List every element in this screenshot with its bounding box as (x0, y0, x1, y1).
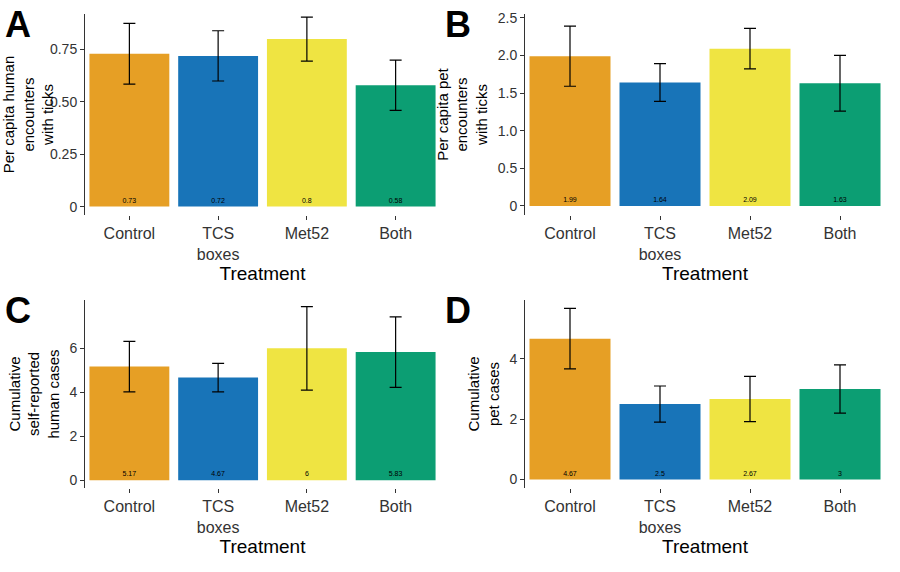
svg-text:4.67: 4.67 (563, 470, 577, 477)
svg-text:Met52: Met52 (728, 225, 773, 242)
svg-text:0: 0 (69, 472, 77, 488)
svg-text:Both: Both (824, 225, 857, 242)
svg-text:3: 3 (838, 470, 842, 477)
svg-text:2.0: 2.0 (498, 47, 518, 63)
svg-text:6: 6 (69, 340, 77, 356)
svg-text:0: 0 (509, 198, 517, 214)
svg-text:0.73: 0.73 (123, 197, 137, 204)
svg-text:C: C (5, 290, 31, 331)
svg-text:Both: Both (379, 225, 412, 242)
svg-text:6: 6 (305, 470, 309, 477)
svg-text:0.25: 0.25 (50, 146, 77, 162)
svg-text:Control: Control (104, 498, 156, 515)
svg-text:Control: Control (544, 225, 596, 242)
svg-text:2.5: 2.5 (498, 10, 518, 26)
svg-text:5.17: 5.17 (123, 470, 137, 477)
svg-text:2.09: 2.09 (743, 196, 757, 203)
svg-text:Treatment: Treatment (662, 536, 749, 557)
svg-text:Cumulativeself-reportedhuman c: Cumulativeself-reportedhuman cases (6, 349, 62, 438)
svg-text:Cumulativepet cases: Cumulativepet cases (465, 356, 502, 431)
svg-text:TCSboxes: TCSboxes (197, 225, 240, 263)
svg-text:0: 0 (69, 199, 77, 215)
svg-text:1.63: 1.63 (833, 196, 847, 203)
svg-text:Met52: Met52 (728, 498, 773, 515)
svg-text:Treatment: Treatment (662, 263, 749, 284)
svg-text:2: 2 (509, 411, 517, 427)
svg-text:TCSboxes: TCSboxes (197, 498, 240, 536)
svg-text:1.0: 1.0 (498, 123, 518, 139)
svg-text:Met52: Met52 (285, 225, 330, 242)
svg-text:1.99: 1.99 (563, 196, 577, 203)
svg-text:Both: Both (824, 498, 857, 515)
svg-text:2.5: 2.5 (655, 470, 665, 477)
svg-text:Per capita petencounterswith t: Per capita petencounterswith ticks (434, 67, 490, 160)
svg-text:Per capita humanencounterswith: Per capita humanencounterswith ticks (0, 56, 56, 174)
svg-text:4: 4 (509, 351, 517, 367)
svg-text:4: 4 (69, 384, 77, 400)
svg-text:0: 0 (509, 471, 517, 487)
svg-text:0.72: 0.72 (211, 197, 225, 204)
svg-text:B: B (445, 4, 471, 45)
svg-text:D: D (445, 290, 471, 331)
svg-text:Treatment: Treatment (220, 536, 307, 557)
svg-text:2: 2 (69, 428, 77, 444)
svg-text:Met52: Met52 (285, 498, 330, 515)
svg-text:4.67: 4.67 (211, 470, 225, 477)
svg-text:Treatment: Treatment (220, 263, 307, 284)
svg-text:0.5: 0.5 (498, 160, 518, 176)
svg-text:1.64: 1.64 (653, 196, 667, 203)
svg-text:Control: Control (104, 225, 156, 242)
svg-text:Both: Both (379, 498, 412, 515)
svg-text:Control: Control (544, 498, 596, 515)
svg-text:TCSboxes: TCSboxes (639, 498, 682, 536)
svg-text:5.83: 5.83 (389, 470, 403, 477)
svg-text:0.58: 0.58 (389, 197, 403, 204)
svg-text:A: A (5, 4, 31, 45)
svg-text:2.67: 2.67 (743, 470, 757, 477)
svg-text:TCSboxes: TCSboxes (639, 225, 682, 263)
svg-text:0.8: 0.8 (302, 197, 312, 204)
svg-text:1.5: 1.5 (498, 85, 518, 101)
svg-text:0.50: 0.50 (50, 94, 77, 110)
svg-text:0.75: 0.75 (50, 41, 77, 57)
